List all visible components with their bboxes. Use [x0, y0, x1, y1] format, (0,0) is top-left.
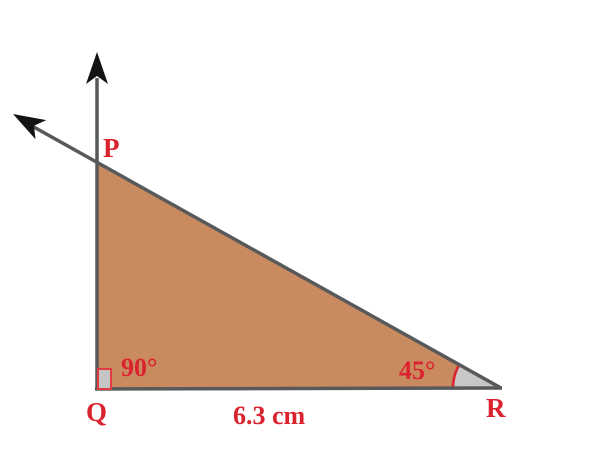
right-angle-marker-q — [97, 368, 112, 390]
side-length-label: 6.3 cm — [233, 401, 306, 430]
side-qr — [94, 386, 503, 391]
up-arrowhead-icon — [86, 52, 108, 84]
vertex-label-r: R — [486, 393, 506, 423]
up-left-arrowhead-icon — [13, 114, 47, 140]
vertex-label-q: Q — [86, 397, 107, 427]
ray-rp — [31, 124, 502, 390]
angle-label-q: 90° — [121, 353, 157, 382]
vertex-label-p: P — [103, 133, 120, 163]
angle-label-r: 45° — [399, 356, 435, 385]
